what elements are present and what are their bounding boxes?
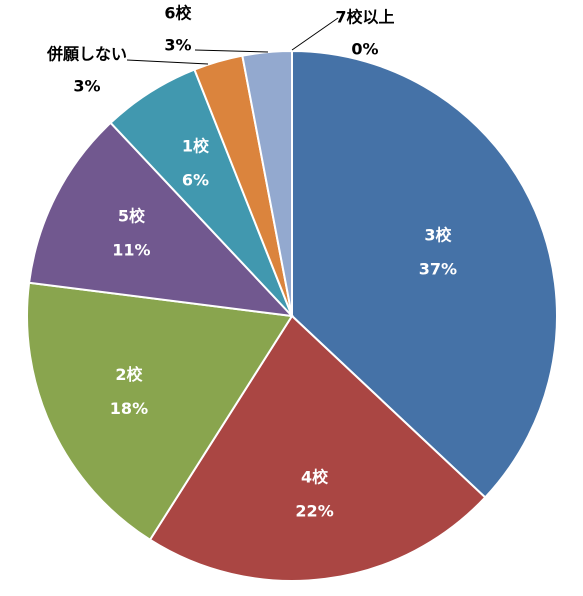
pie-slice [148,314,487,582]
slice-label: 2校 [115,365,143,384]
value-label: 3% [164,36,191,55]
slice-label: 併願しない [46,45,127,64]
pie-slice [27,121,295,318]
slice-label: 4校 [301,467,329,486]
value-label: 6% [182,170,209,189]
slice-label: 3校 [424,225,452,244]
value-label: 18% [110,399,148,418]
value-label: 11% [112,241,150,260]
slice-label: 7校以上 [335,8,394,27]
leader-line [194,49,269,53]
slice-label: 1校 [182,136,210,155]
value-label: 0% [351,40,378,59]
slice-label: 6校 [164,4,192,23]
slice-label: 5校 [118,207,146,226]
leader-line [291,17,339,51]
pie-slice [291,49,558,499]
pie-slice [26,281,294,542]
leader-line [126,59,209,65]
value-label: 37% [419,259,457,278]
value-label: 3% [73,77,100,96]
value-label: 22% [295,501,333,520]
